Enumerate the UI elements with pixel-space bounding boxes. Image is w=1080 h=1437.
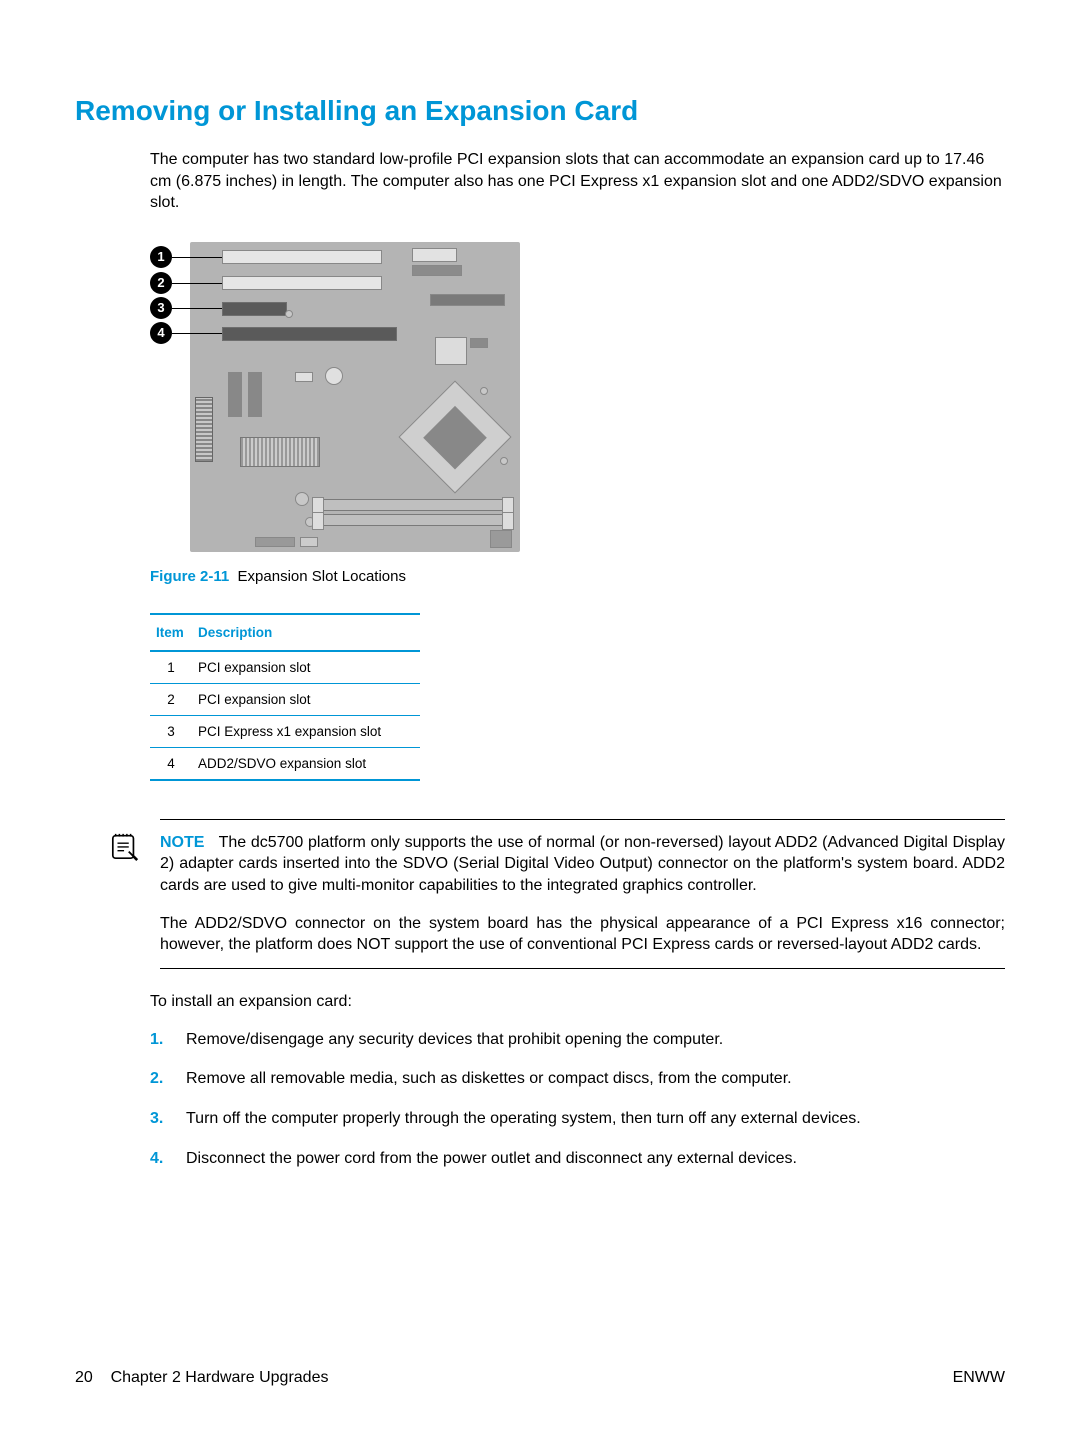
table-row: 1 PCI expansion slot [150, 651, 420, 684]
step-number: 4. [150, 1148, 172, 1170]
note-block: NOTE The dc5700 platform only supports t… [110, 819, 1005, 969]
install-steps: 1. Remove/disengage any security devices… [150, 1029, 1005, 1169]
figure-number: Figure 2-11 [150, 568, 229, 585]
step-number: 1. [150, 1029, 172, 1051]
note-label: NOTE [160, 834, 204, 851]
note-paragraph-2: The ADD2/SDVO connector on the system bo… [160, 913, 1005, 956]
step-text: Remove all removable media, such as disk… [186, 1068, 792, 1090]
callout-3: 3 [150, 297, 172, 319]
page-number: 20 [75, 1369, 93, 1386]
step-item: 1. Remove/disengage any security devices… [150, 1029, 1005, 1051]
step-text: Remove/disengage any security devices th… [186, 1029, 723, 1051]
step-item: 2. Remove all removable media, such as d… [150, 1068, 1005, 1090]
figure-block: 1 2 3 4 [150, 242, 1005, 585]
footer-right: ENWW [953, 1369, 1005, 1387]
motherboard-diagram: 1 2 3 4 [150, 242, 520, 552]
table-header-desc: Description [192, 614, 420, 651]
install-intro: To install an expansion card: [150, 993, 1005, 1011]
chapter-label: Chapter 2 Hardware Upgrades [111, 1369, 329, 1386]
slot-table: Item Description 1 PCI expansion slot 2 … [150, 613, 420, 781]
callout-4: 4 [150, 322, 172, 344]
step-text: Turn off the computer properly through t… [186, 1108, 861, 1130]
figure-caption-text: Expansion Slot Locations [238, 568, 406, 585]
callout-1: 1 [150, 246, 172, 268]
step-number: 3. [150, 1108, 172, 1130]
page-footer: 20 Chapter 2 Hardware Upgrades ENWW [75, 1369, 1005, 1387]
step-number: 2. [150, 1068, 172, 1090]
step-item: 4. Disconnect the power cord from the po… [150, 1148, 1005, 1170]
table-row: 2 PCI expansion slot [150, 683, 420, 715]
intro-paragraph: The computer has two standard low-profil… [150, 149, 1005, 214]
table-row: 4 ADD2/SDVO expansion slot [150, 747, 420, 780]
callout-2: 2 [150, 272, 172, 294]
step-item: 3. Turn off the computer properly throug… [150, 1108, 1005, 1130]
page-title: Removing or Installing an Expansion Card [75, 95, 1005, 127]
table-row: 3 PCI Express x1 expansion slot [150, 715, 420, 747]
note-icon [110, 819, 142, 969]
step-text: Disconnect the power cord from the power… [186, 1148, 797, 1170]
table-header-item: Item [150, 614, 192, 651]
note-paragraph-1: NOTE The dc5700 platform only supports t… [160, 832, 1005, 897]
figure-caption: Figure 2-11 Expansion Slot Locations [150, 568, 1005, 585]
